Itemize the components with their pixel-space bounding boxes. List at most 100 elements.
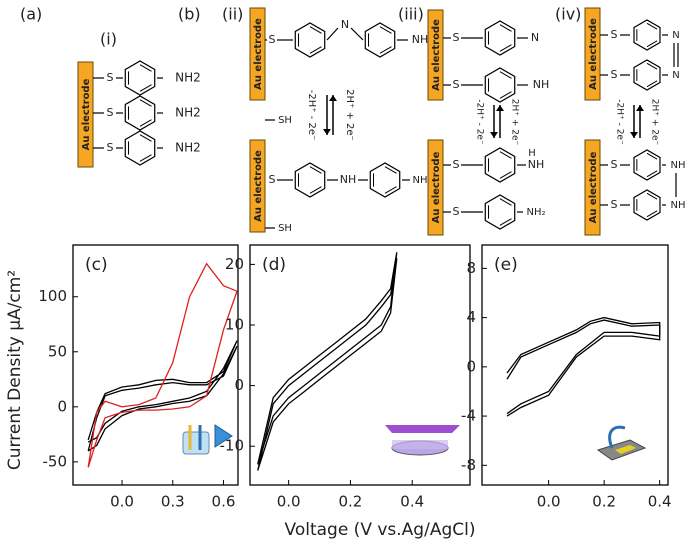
scheme-text: -2H⁺ - 2e⁻	[615, 99, 625, 145]
electrode	[249, 7, 266, 101]
benzene-ring	[484, 147, 516, 183]
panel-label: (iv)	[555, 5, 581, 24]
panel-label: (b)	[178, 5, 201, 24]
arrow-head	[329, 95, 337, 101]
double-bond	[499, 151, 512, 159]
arrow-head	[630, 132, 638, 138]
scheme-text: S	[611, 28, 618, 41]
scheme-text: N	[672, 70, 679, 81]
scheme-text: H	[528, 148, 536, 159]
double-bond	[646, 80, 658, 88]
double-bond	[646, 152, 658, 160]
electrode-label: Au electrode	[81, 78, 92, 150]
double-bond	[646, 62, 658, 70]
electrode	[427, 139, 444, 236]
double-bond	[384, 186, 397, 194]
double-bond	[309, 26, 322, 34]
electrode-label: Au electrode	[431, 151, 442, 223]
electrode	[584, 139, 601, 236]
double-bond	[646, 22, 658, 30]
x-tick-label: 0.2	[338, 493, 362, 511]
x-tick-label: 0.4	[648, 493, 672, 511]
benzene-ring	[124, 130, 156, 166]
double-bond	[384, 166, 397, 174]
cv-curve	[506, 316, 661, 415]
electrode-label: Au electrode	[588, 18, 599, 90]
plot-frame	[72, 244, 239, 486]
panel-title: (e)	[494, 255, 518, 275]
inset-device	[214, 424, 233, 448]
scheme-text: N	[341, 18, 349, 31]
scheme-text: S	[107, 106, 114, 119]
scheme-text: NH₂	[412, 175, 431, 186]
x-tick-label: 0.3	[161, 493, 185, 511]
benzene-ring	[124, 60, 156, 96]
double-bond	[309, 46, 322, 54]
benzene-ring	[633, 59, 661, 91]
double-bond	[139, 99, 152, 107]
inset-stamp	[385, 425, 460, 433]
scheme-text: NH	[671, 160, 685, 171]
benzene-ring	[484, 20, 516, 56]
benzene-ring	[369, 162, 401, 198]
double-bond	[646, 192, 658, 200]
double-bond	[499, 91, 512, 99]
cv-curve	[506, 319, 661, 417]
y-axis-label: Current Density μA/cm²	[5, 270, 25, 470]
scheme-text: S	[453, 78, 460, 91]
scheme-text: S	[611, 68, 618, 81]
inset-wire	[608, 425, 626, 449]
y-tick-label: -10	[220, 437, 245, 455]
electrode-label: Au electrode	[253, 150, 264, 222]
scheme-text: NH	[528, 158, 545, 171]
double-bond	[646, 210, 658, 218]
y-tick-label: -4	[461, 407, 476, 425]
panel-title: (c)	[85, 255, 108, 275]
scheme-text: S	[269, 173, 276, 186]
scheme-text: S	[269, 33, 276, 46]
arrow-head	[323, 129, 331, 135]
cv-curve	[87, 262, 238, 468]
x-tick-label: 0.2	[592, 493, 616, 511]
scheme-text: NH2	[175, 141, 201, 155]
scheme-text: N	[531, 31, 539, 44]
scheme-text: NH2	[175, 71, 201, 85]
benzene-ring	[484, 194, 516, 230]
y-tick-label: 100	[38, 287, 67, 305]
double-bond	[309, 186, 322, 194]
x-axis-label: Voltage (V vs.Ag/AgCl)	[285, 520, 476, 540]
inset-dish-body	[392, 440, 448, 449]
y-tick-label: 0	[466, 357, 476, 375]
electrode	[584, 7, 601, 101]
double-bond	[139, 84, 152, 92]
inset-cell	[182, 431, 210, 455]
double-bond	[499, 171, 512, 179]
plot-frame	[249, 244, 471, 486]
benzene-ring	[294, 162, 326, 198]
panel-label: (ii)	[222, 5, 243, 24]
electrode	[249, 139, 266, 233]
scheme-text: 2H⁺ + 2e⁻	[344, 89, 355, 141]
scheme-text: -2H⁺ - 2e⁻	[475, 99, 485, 145]
electrode	[77, 61, 94, 168]
plot-frame	[481, 244, 669, 486]
scheme-text: 2H⁺ + 2e⁻	[650, 99, 660, 146]
benzene-ring	[633, 189, 661, 221]
scheme-text: S	[453, 205, 460, 218]
scheme-text: NH	[533, 78, 550, 91]
arrow-head	[636, 105, 644, 111]
scheme-text: NH	[412, 33, 429, 46]
arrow-head	[496, 105, 504, 111]
scheme-text: NH₂	[526, 207, 545, 218]
scheme-text: NH2	[175, 106, 201, 120]
x-tick-label: 0.0	[277, 493, 301, 511]
panel-label: (a)	[20, 5, 42, 24]
double-bond	[499, 71, 512, 79]
double-bond	[309, 166, 322, 174]
y-tick-label: 50	[48, 342, 67, 360]
panel-label: (i)	[100, 30, 117, 49]
y-tick-label: 10	[225, 316, 244, 334]
cv-curve	[87, 340, 238, 443]
double-bond	[139, 64, 152, 72]
